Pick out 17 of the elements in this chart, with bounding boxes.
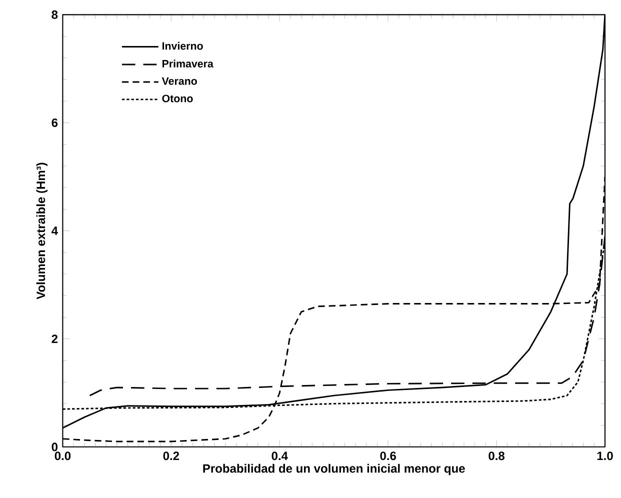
legend-label: Verano — [162, 78, 197, 86]
y-tick-label: 8 — [52, 10, 58, 20]
x-tick-label: 0.6 — [380, 452, 396, 460]
x-tick-label: 0.8 — [488, 452, 505, 460]
x-tick-label: 0.2 — [163, 452, 180, 460]
legend-label: Otono — [162, 94, 193, 102]
x-tick-label: 0.0 — [54, 452, 71, 460]
x-tick-label: 1.0 — [597, 452, 613, 460]
y-tick-label: 4 — [52, 226, 58, 236]
y-tick-label: 2 — [52, 334, 58, 344]
y-axis-title: Volumen extraible (Hm³) — [36, 162, 48, 300]
y-tick-label: 0 — [52, 442, 58, 452]
legend-label: Invierno — [162, 42, 203, 50]
x-axis-title: Probabilidad de un volumen inicial menor que — [203, 464, 465, 476]
legend-label: Primavera — [162, 60, 214, 68]
x-tick-label: 0.4 — [272, 452, 288, 460]
y-tick-label: 6 — [52, 118, 58, 128]
